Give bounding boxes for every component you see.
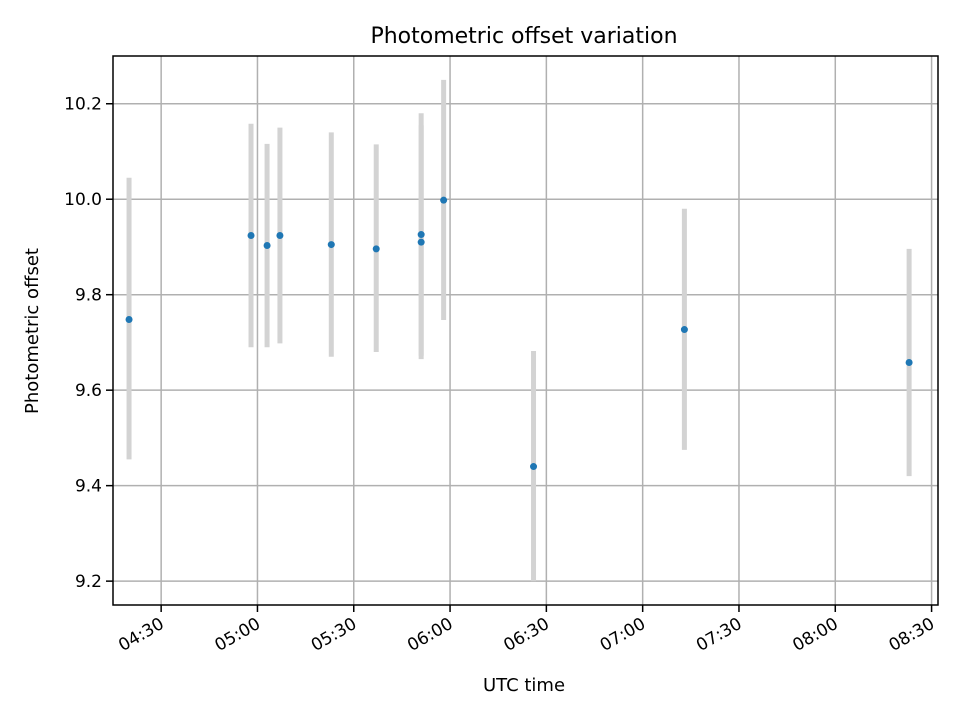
data-point	[327, 241, 335, 249]
x-tick-label: 08:00	[789, 614, 841, 656]
data-point	[247, 231, 255, 239]
data-point	[125, 316, 133, 324]
x-axis-label: UTC time	[483, 675, 565, 696]
x-tick-label: 08:30	[886, 614, 938, 656]
y-tick-label: 10.0	[64, 190, 102, 210]
y-axis-label: Photometric offset	[22, 248, 43, 414]
y-tick-label: 9.4	[75, 477, 102, 497]
x-tick-label: 06:30	[500, 614, 552, 656]
x-tick-label: 05:30	[308, 614, 360, 656]
x-tick-label: 07:30	[693, 614, 745, 656]
data-point	[417, 238, 425, 246]
y-tick-label: 9.8	[75, 286, 102, 306]
y-tick-label: 9.6	[75, 381, 102, 401]
data-point	[905, 358, 913, 366]
x-tick-label: 06:00	[404, 614, 456, 656]
x-tick-label: 04:30	[115, 614, 167, 656]
data-point	[372, 245, 380, 253]
y-tick-label: 9.2	[75, 572, 102, 592]
grid-layer	[113, 56, 938, 605]
x-tick-label: 07:00	[597, 614, 649, 656]
plot-frame	[112, 55, 939, 606]
point-layer	[125, 196, 913, 471]
x-axis-ticks: 04:30 05:00 05:30 06:00 06:30 07:00 07:30 08:00…	[115, 605, 938, 656]
y-tick-label: 10.2	[64, 95, 102, 115]
data-point	[530, 463, 538, 471]
data-point	[440, 196, 448, 204]
data-point	[680, 326, 688, 334]
data-point	[263, 242, 271, 250]
y-axis-ticks: 9.2 9.4 9.6 9.8 10.0 10.2	[64, 95, 113, 592]
chart-title: Photometric offset variation	[370, 24, 677, 49]
data-point	[276, 231, 284, 239]
data-point	[417, 231, 425, 239]
x-tick-label: 05:00	[212, 614, 264, 656]
errorbar-layer	[126, 79, 912, 582]
